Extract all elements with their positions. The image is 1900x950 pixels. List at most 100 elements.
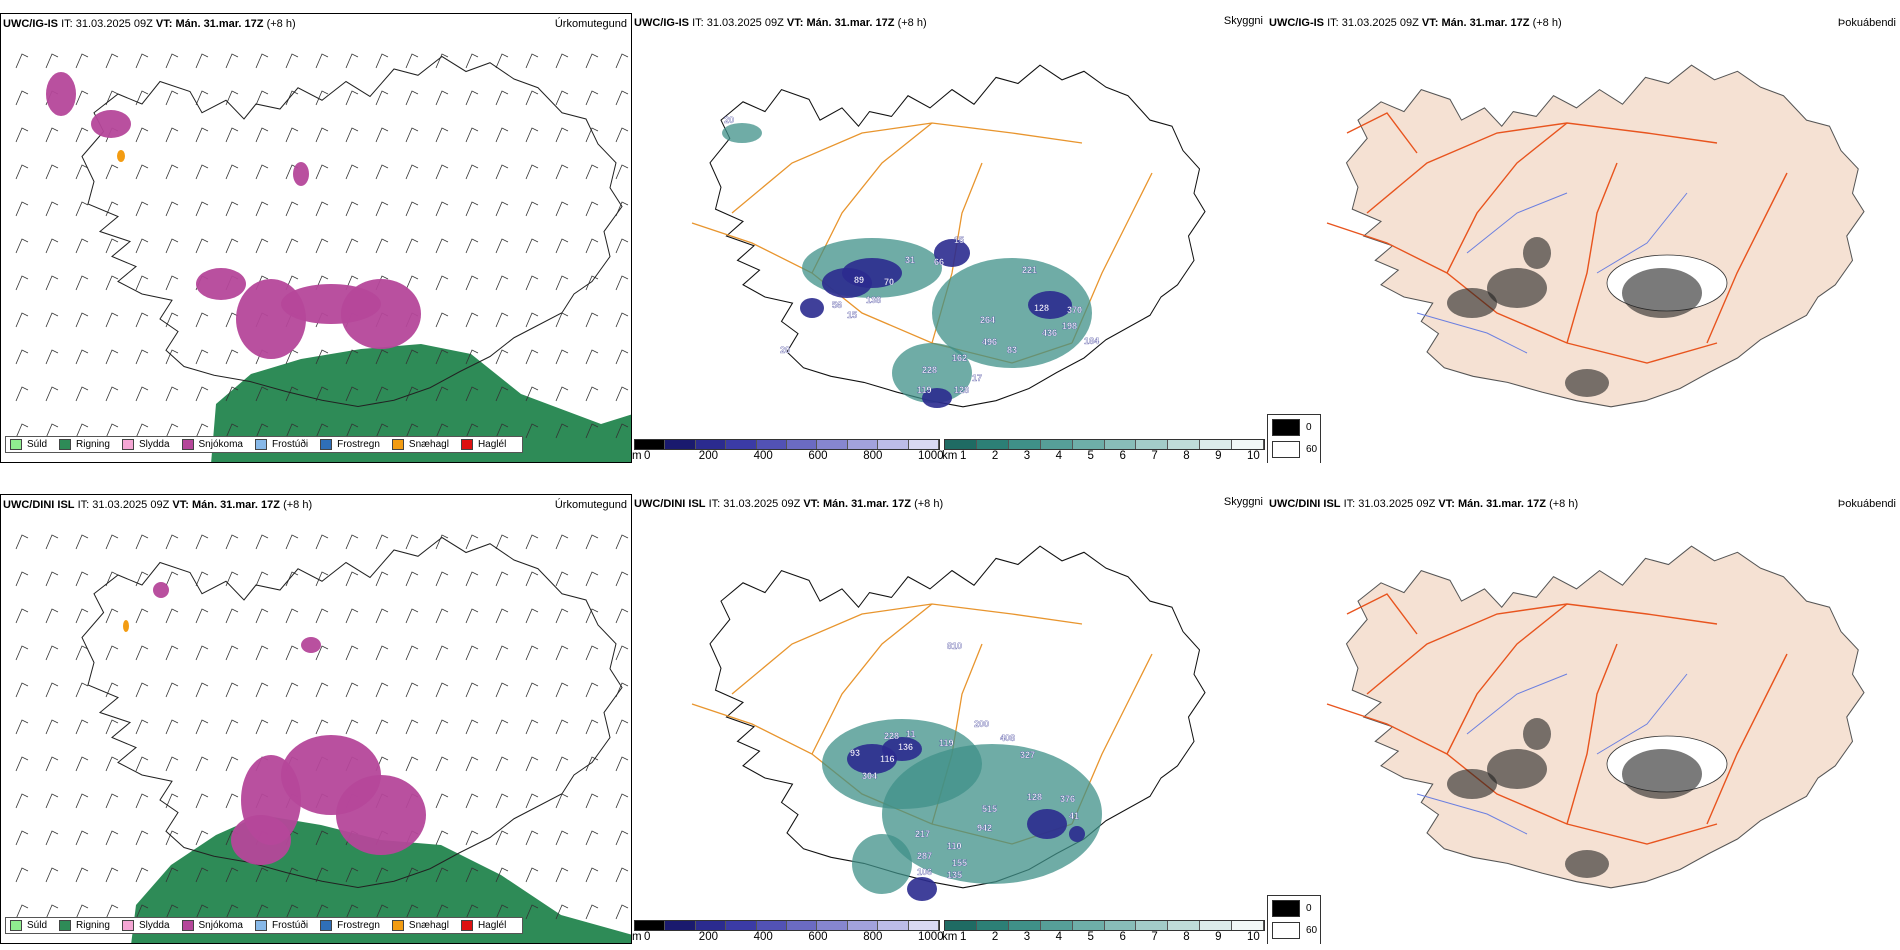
river [1596,673,1688,755]
fog-indicator-map-row1: UWC/IG-IS IT: 31.03.2025 09Z VT: Mán. 31… [1267,13,1900,463]
precip-type-map-row2: UWC/DINI ISL IT: 31.03.2025 09Z VT: Mán.… [0,494,632,944]
colorbar-segment [635,440,666,449]
visibility-label: 217 [915,829,930,839]
height-colorbar: m 0 200 400 600 800 1000 [632,436,944,463]
visibility-label: 496 [982,337,997,347]
legend-swatch [121,439,134,450]
colorbar-segment [695,440,727,449]
visibility-label: 31 [905,255,915,265]
visibility-label: 128 [1034,303,1049,313]
visibility-label: 200 [974,719,989,729]
colorbar-tick: 4 [1055,450,1063,462]
colorbar-tick: 1 [960,450,967,462]
colorbar-segment [787,440,818,449]
panel-field-name: Þokuábendi [1837,498,1896,510]
legend-item: Súld [10,920,47,931]
visibility-label: 106 [917,867,932,877]
visibility-label: 119 [917,385,932,395]
legend-label: Slydda [138,439,170,450]
road [1566,643,1618,825]
colorbar-tick: 0 [644,931,651,943]
legend-item: Snjókoma [181,920,243,931]
visibility-label: 136 [898,742,913,752]
visibility-label: 942 [977,823,992,833]
visibility-label: 116 [880,754,895,764]
visibility-colorbar: km 1 2 3 4 5 6 7 8 9 10 [942,436,1267,463]
fog-indicator-map-row2: UWC/DINI ISL IT: 31.03.2025 09Z VT: Mán.… [1267,494,1900,944]
fog-legend-swatch [1272,900,1300,917]
visibility-label: 327 [1020,750,1035,760]
legend-item: Rigning [59,439,110,450]
visibility-label: 20 [724,115,734,125]
visibility-map-row1: UWC/IG-IS IT: 31.03.2025 09Z VT: Mán. 31… [632,13,1267,463]
terrain-height-area [934,239,970,267]
terrain-height-area [1027,809,1067,839]
legend-swatch [59,920,72,931]
legend-swatch [391,439,404,450]
legend-item: Slydda [121,439,170,450]
colorbar-segment [1168,440,1201,449]
river [1416,312,1528,354]
visibility-label: 70 [884,277,894,287]
fog-legend: 0 60 [1267,414,1321,463]
fog-area [1622,268,1702,318]
legend-label: Snæhagl [408,439,449,450]
legend-item: Snæhagl [391,439,449,450]
road [1566,162,1618,344]
colorbar-segment [1104,921,1137,930]
visibility-label: 810 [947,641,962,651]
colorbar-tick: 600 [808,931,828,943]
low-visibility-area [932,258,1092,368]
legend-item: Haglél [460,439,507,450]
colorbar-tick: 2 [991,450,999,462]
road [1326,703,1718,845]
legend-swatch [10,439,22,450]
visibility-label: 408 [1000,733,1015,743]
road [1706,653,1788,825]
colorbar-segment [756,440,788,449]
height-colorbar: m 0 200 400 600 800 1000 [632,917,944,944]
coastline [81,55,623,408]
colorbar-segment [1232,440,1265,449]
visibility-label: 162 [952,353,967,363]
legend-label: Haglél [477,439,507,450]
visibility-label: 56 [832,300,842,310]
legend-label: Súld [27,920,48,931]
terrain-height-area [882,737,922,761]
road [1446,603,1568,755]
colorbar-tick: 400 [753,931,773,943]
colorbar-tick: 5 [1087,931,1094,943]
visibility-label: 128 [1027,792,1042,802]
colorbar-segment [1072,440,1105,449]
colorbar-tick: 10 [1247,450,1260,462]
colorbar-segment [1200,440,1233,449]
road [1706,172,1788,344]
colorbar-segment [1040,921,1073,930]
colorbar-tick: 3 [1023,931,1031,943]
visibility-label: 93 [850,748,860,758]
colorbar-tick: 3 [1023,450,1031,462]
panel-title: UWC/IG-IS IT: 31.03.2025 09Z VT: Mán. 31… [1269,17,1562,29]
visibility-label: 41 [1069,811,1079,821]
fog-legend-swatch [1272,419,1300,436]
colorbar-segment [1168,921,1201,930]
rain-area [211,344,631,462]
legend-item: Snjókoma [181,439,243,450]
visibility-label: 128 [954,385,969,395]
colorbar-segment [847,440,879,449]
visibility-label: 11 [906,729,916,739]
panel-field-name: Skyggni [1223,15,1263,27]
visibility-label: 83 [1007,345,1017,355]
visibility-label: 515 [982,804,997,814]
terrain-height-area [800,298,824,318]
colorbar-unit: m [632,931,642,943]
legend-item: Haglél [460,920,506,931]
fog-legend-item: 0 [1272,419,1312,436]
legend-swatch [254,920,267,931]
visibility-label: 89 [854,275,864,285]
panel-title: UWC/IG-IS IT: 31.03.2025 09Z VT: Mán. 31… [3,18,296,30]
visibility-label: 436 [1042,328,1057,338]
fog-legend-label: 0 [1306,903,1312,914]
panel-field-name: Úrkomutegund [554,18,627,30]
colorbar-segment [695,921,727,930]
